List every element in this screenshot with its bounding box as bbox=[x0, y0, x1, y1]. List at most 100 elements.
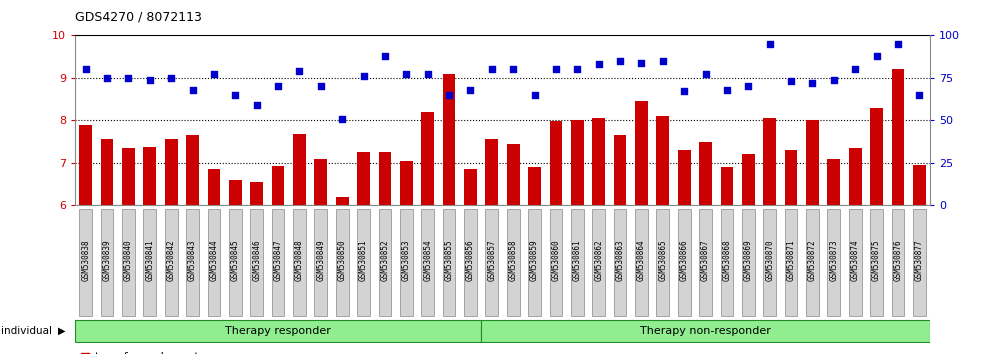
Point bbox=[505, 67, 521, 72]
FancyBboxPatch shape bbox=[186, 209, 199, 316]
Point bbox=[206, 72, 222, 77]
Bar bbox=[806, 120, 819, 205]
Text: GSM530862: GSM530862 bbox=[594, 239, 603, 280]
FancyBboxPatch shape bbox=[721, 209, 733, 316]
Point bbox=[484, 67, 500, 72]
Point bbox=[698, 72, 714, 77]
Bar bbox=[592, 118, 605, 205]
Bar bbox=[400, 161, 413, 205]
Text: GSM530877: GSM530877 bbox=[915, 239, 924, 280]
Point bbox=[591, 62, 607, 67]
Bar bbox=[379, 152, 391, 205]
Bar bbox=[485, 139, 498, 205]
Point bbox=[869, 53, 885, 59]
FancyBboxPatch shape bbox=[635, 209, 648, 316]
FancyBboxPatch shape bbox=[892, 209, 904, 316]
FancyBboxPatch shape bbox=[122, 209, 135, 316]
Bar bbox=[892, 69, 904, 205]
Bar bbox=[229, 180, 242, 205]
Bar bbox=[143, 147, 156, 205]
FancyBboxPatch shape bbox=[806, 209, 819, 316]
Text: GDS4270 / 8072113: GDS4270 / 8072113 bbox=[75, 11, 202, 24]
Bar bbox=[464, 169, 477, 205]
Legend: transformed count, percentile rank within the sample: transformed count, percentile rank withi… bbox=[81, 353, 283, 354]
FancyBboxPatch shape bbox=[592, 209, 605, 316]
Bar bbox=[208, 169, 220, 205]
Point bbox=[527, 92, 543, 98]
Text: GSM530864: GSM530864 bbox=[637, 239, 646, 280]
Text: GSM530865: GSM530865 bbox=[658, 239, 667, 280]
FancyBboxPatch shape bbox=[314, 209, 327, 316]
FancyBboxPatch shape bbox=[550, 209, 562, 316]
Bar bbox=[443, 74, 455, 205]
FancyBboxPatch shape bbox=[79, 209, 92, 316]
Text: GSM530853: GSM530853 bbox=[402, 239, 411, 280]
Point bbox=[270, 84, 286, 89]
Point bbox=[377, 53, 393, 59]
Text: GSM530843: GSM530843 bbox=[188, 239, 197, 280]
Bar bbox=[314, 159, 327, 205]
Point bbox=[420, 72, 436, 77]
Bar bbox=[165, 139, 178, 205]
Text: GSM530863: GSM530863 bbox=[616, 239, 625, 280]
Bar bbox=[763, 118, 776, 205]
Text: GSM530854: GSM530854 bbox=[423, 239, 432, 280]
FancyBboxPatch shape bbox=[443, 209, 455, 316]
FancyBboxPatch shape bbox=[913, 209, 926, 316]
Point bbox=[99, 75, 115, 81]
Text: GSM530870: GSM530870 bbox=[765, 239, 774, 280]
Point bbox=[249, 102, 265, 108]
Text: GSM530872: GSM530872 bbox=[808, 239, 817, 280]
FancyBboxPatch shape bbox=[272, 209, 284, 316]
Text: GSM530840: GSM530840 bbox=[124, 239, 133, 280]
Text: GSM530875: GSM530875 bbox=[872, 239, 881, 280]
Text: GSM530849: GSM530849 bbox=[316, 239, 325, 280]
FancyBboxPatch shape bbox=[763, 209, 776, 316]
Point bbox=[398, 72, 414, 77]
Text: GSM530860: GSM530860 bbox=[551, 239, 560, 280]
Text: GSM530868: GSM530868 bbox=[722, 239, 731, 280]
Text: GSM530871: GSM530871 bbox=[787, 239, 796, 280]
Text: GSM530855: GSM530855 bbox=[445, 239, 454, 280]
FancyBboxPatch shape bbox=[870, 209, 883, 316]
Point bbox=[676, 88, 692, 94]
Bar bbox=[721, 167, 733, 205]
Point bbox=[890, 41, 906, 47]
Point bbox=[462, 87, 478, 93]
FancyBboxPatch shape bbox=[827, 209, 840, 316]
Point bbox=[826, 77, 842, 82]
FancyBboxPatch shape bbox=[742, 209, 755, 316]
Text: GSM530844: GSM530844 bbox=[209, 239, 218, 280]
FancyBboxPatch shape bbox=[699, 209, 712, 316]
FancyBboxPatch shape bbox=[656, 209, 669, 316]
Point bbox=[163, 75, 179, 81]
Text: GSM530845: GSM530845 bbox=[231, 239, 240, 280]
Text: GSM530850: GSM530850 bbox=[338, 239, 347, 280]
Point bbox=[633, 60, 649, 65]
Bar bbox=[293, 134, 306, 205]
FancyBboxPatch shape bbox=[143, 209, 156, 316]
Point bbox=[911, 92, 927, 98]
Text: GSM530867: GSM530867 bbox=[701, 239, 710, 280]
Point bbox=[356, 73, 372, 79]
Point bbox=[804, 80, 820, 86]
Text: GSM530869: GSM530869 bbox=[744, 239, 753, 280]
Bar bbox=[699, 142, 712, 205]
Text: GSM530842: GSM530842 bbox=[167, 239, 176, 280]
Point bbox=[762, 41, 778, 47]
Bar bbox=[250, 182, 263, 205]
Text: GSM530876: GSM530876 bbox=[893, 239, 902, 280]
Bar bbox=[656, 116, 669, 205]
Bar bbox=[101, 139, 113, 205]
Bar bbox=[870, 108, 883, 205]
Text: GSM530858: GSM530858 bbox=[509, 239, 518, 280]
FancyBboxPatch shape bbox=[293, 209, 306, 316]
FancyBboxPatch shape bbox=[485, 209, 498, 316]
FancyBboxPatch shape bbox=[849, 209, 862, 316]
Bar bbox=[79, 125, 92, 205]
Point bbox=[313, 84, 329, 89]
Text: GSM530848: GSM530848 bbox=[295, 239, 304, 280]
FancyBboxPatch shape bbox=[250, 209, 263, 316]
FancyBboxPatch shape bbox=[421, 209, 434, 316]
Text: individual: individual bbox=[1, 326, 52, 336]
